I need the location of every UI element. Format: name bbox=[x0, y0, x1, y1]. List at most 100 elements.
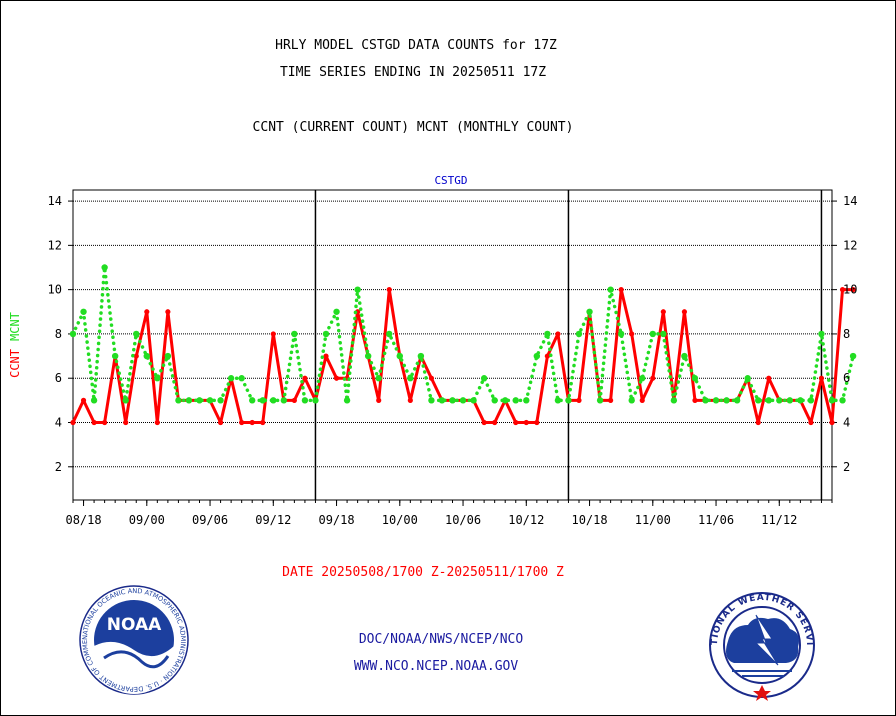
data-point-mcnt bbox=[502, 397, 509, 404]
data-point-ccnt bbox=[818, 375, 825, 381]
data-point-ccnt bbox=[481, 419, 487, 426]
data-point-ccnt bbox=[608, 397, 614, 403]
data-point-mcnt bbox=[607, 286, 614, 293]
data-point-ccnt bbox=[217, 419, 224, 426]
data-point-mcnt bbox=[480, 375, 488, 382]
data-point-ccnt bbox=[80, 397, 87, 403]
data-point-mcnt bbox=[849, 352, 857, 360]
data-point-mcnt bbox=[586, 308, 593, 315]
data-point-mcnt bbox=[786, 397, 794, 404]
data-point-mcnt bbox=[175, 397, 182, 404]
org-path-link[interactable]: DOC/NOAA/NWS/NCEP/NCO bbox=[358, 632, 524, 647]
data-point-mcnt bbox=[270, 397, 277, 404]
data-point-mcnt bbox=[818, 330, 825, 338]
data-point-mcnt bbox=[776, 397, 783, 404]
noaa-logo-text: NOAA bbox=[107, 615, 162, 635]
data-point-mcnt bbox=[533, 352, 541, 360]
data-point-mcnt bbox=[333, 308, 340, 315]
data-point-mcnt bbox=[512, 397, 519, 404]
data-point-mcnt bbox=[417, 352, 425, 360]
data-point-mcnt bbox=[807, 397, 815, 404]
svg-text:CCNTMCNT: CCNT MCNT bbox=[8, 312, 22, 378]
data-point-mcnt bbox=[386, 330, 393, 338]
data-point-mcnt bbox=[101, 264, 108, 271]
x-tick-label: 10/12 bbox=[508, 513, 544, 527]
data-point-ccnt bbox=[70, 419, 76, 426]
nws-logo: NATIONAL WEATHER SERVICE bbox=[709, 592, 815, 701]
subtitle: CCNT (CURRENT COUNT) MCNT (MONTHLY COUNT… bbox=[252, 120, 574, 135]
data-point-mcnt bbox=[596, 397, 604, 404]
data-point-ccnt bbox=[755, 419, 761, 426]
data-point-mcnt bbox=[670, 397, 678, 404]
data-point-mcnt bbox=[407, 375, 414, 382]
data-point-ccnt bbox=[808, 419, 814, 426]
y-tick-label-right: 4 bbox=[843, 416, 850, 430]
data-point-ccnt bbox=[291, 397, 297, 403]
data-point-mcnt bbox=[343, 397, 351, 404]
data-point-ccnt bbox=[650, 375, 656, 381]
data-point-mcnt bbox=[396, 352, 403, 360]
website-link[interactable]: WWW.NCO.NCEP.NOAA.GOV bbox=[353, 659, 519, 674]
data-point-mcnt bbox=[301, 397, 309, 404]
data-point-ccnt bbox=[102, 419, 108, 426]
data-point-ccnt bbox=[681, 309, 688, 315]
data-point-ccnt bbox=[144, 309, 150, 315]
data-point-ccnt bbox=[154, 419, 160, 426]
y-tick-label-left: 8 bbox=[55, 327, 62, 341]
data-point-mcnt bbox=[649, 330, 656, 338]
data-point-mcnt bbox=[428, 397, 435, 404]
data-point-ccnt bbox=[850, 287, 856, 293]
data-point-mcnt bbox=[797, 397, 804, 404]
data-point-ccnt bbox=[270, 331, 276, 337]
y-tick-label-right: 2 bbox=[843, 460, 850, 474]
data-point-mcnt bbox=[143, 352, 150, 360]
y-tick-label-right: 6 bbox=[843, 371, 850, 385]
data-point-mcnt bbox=[280, 397, 288, 404]
x-tick-label: 09/12 bbox=[255, 513, 291, 527]
y-tick-label-left: 14 bbox=[48, 194, 62, 208]
data-point-mcnt bbox=[291, 330, 298, 338]
data-point-mcnt bbox=[238, 375, 245, 382]
data-point-mcnt bbox=[702, 397, 709, 404]
x-tick-label: 09/06 bbox=[192, 513, 228, 527]
data-point-mcnt bbox=[639, 375, 646, 382]
x-tick-label: 09/18 bbox=[318, 513, 354, 527]
x-tick-label: 10/06 bbox=[445, 513, 481, 527]
data-point-mcnt bbox=[565, 397, 572, 404]
chart-title: CSTGD bbox=[434, 174, 467, 187]
data-point-mcnt bbox=[828, 397, 836, 404]
data-point-mcnt bbox=[449, 397, 456, 404]
data-point-mcnt bbox=[375, 375, 382, 382]
y-tick-label-left: 10 bbox=[48, 283, 62, 297]
data-point-mcnt bbox=[523, 397, 530, 404]
data-point-mcnt bbox=[322, 330, 330, 338]
data-point-ccnt bbox=[555, 331, 561, 337]
data-point-mcnt bbox=[122, 397, 129, 404]
y-tick-label-left: 6 bbox=[55, 371, 62, 385]
data-point-mcnt bbox=[470, 397, 477, 404]
y-tick-label-left: 4 bbox=[55, 416, 62, 430]
data-point-mcnt bbox=[227, 375, 235, 382]
data-point-ccnt bbox=[323, 353, 329, 359]
data-point-mcnt bbox=[90, 397, 98, 404]
data-point-ccnt bbox=[376, 397, 382, 403]
data-point-ccnt bbox=[133, 353, 139, 359]
data-point-mcnt bbox=[80, 308, 87, 315]
data-point-ccnt bbox=[165, 309, 171, 315]
data-point-ccnt bbox=[513, 419, 519, 426]
data-point-mcnt bbox=[681, 352, 688, 360]
data-point-ccnt bbox=[829, 419, 835, 426]
x-tick-label: 09/00 bbox=[129, 513, 165, 527]
y-axis-label: CCNT MCNT bbox=[8, 312, 22, 378]
data-point-ccnt bbox=[407, 397, 413, 403]
data-point-ccnt bbox=[492, 419, 498, 426]
data-point-ccnt bbox=[260, 419, 266, 426]
data-point-mcnt bbox=[755, 397, 762, 404]
data-point-mcnt bbox=[354, 286, 361, 293]
data-point-ccnt bbox=[618, 287, 624, 293]
data-point-mcnt bbox=[765, 397, 772, 404]
data-point-ccnt bbox=[123, 419, 129, 426]
data-point-mcnt bbox=[217, 397, 224, 404]
data-point-ccnt bbox=[692, 397, 698, 403]
